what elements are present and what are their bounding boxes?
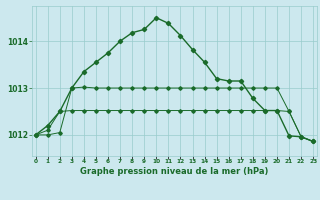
X-axis label: Graphe pression niveau de la mer (hPa): Graphe pression niveau de la mer (hPa) [80, 167, 268, 176]
